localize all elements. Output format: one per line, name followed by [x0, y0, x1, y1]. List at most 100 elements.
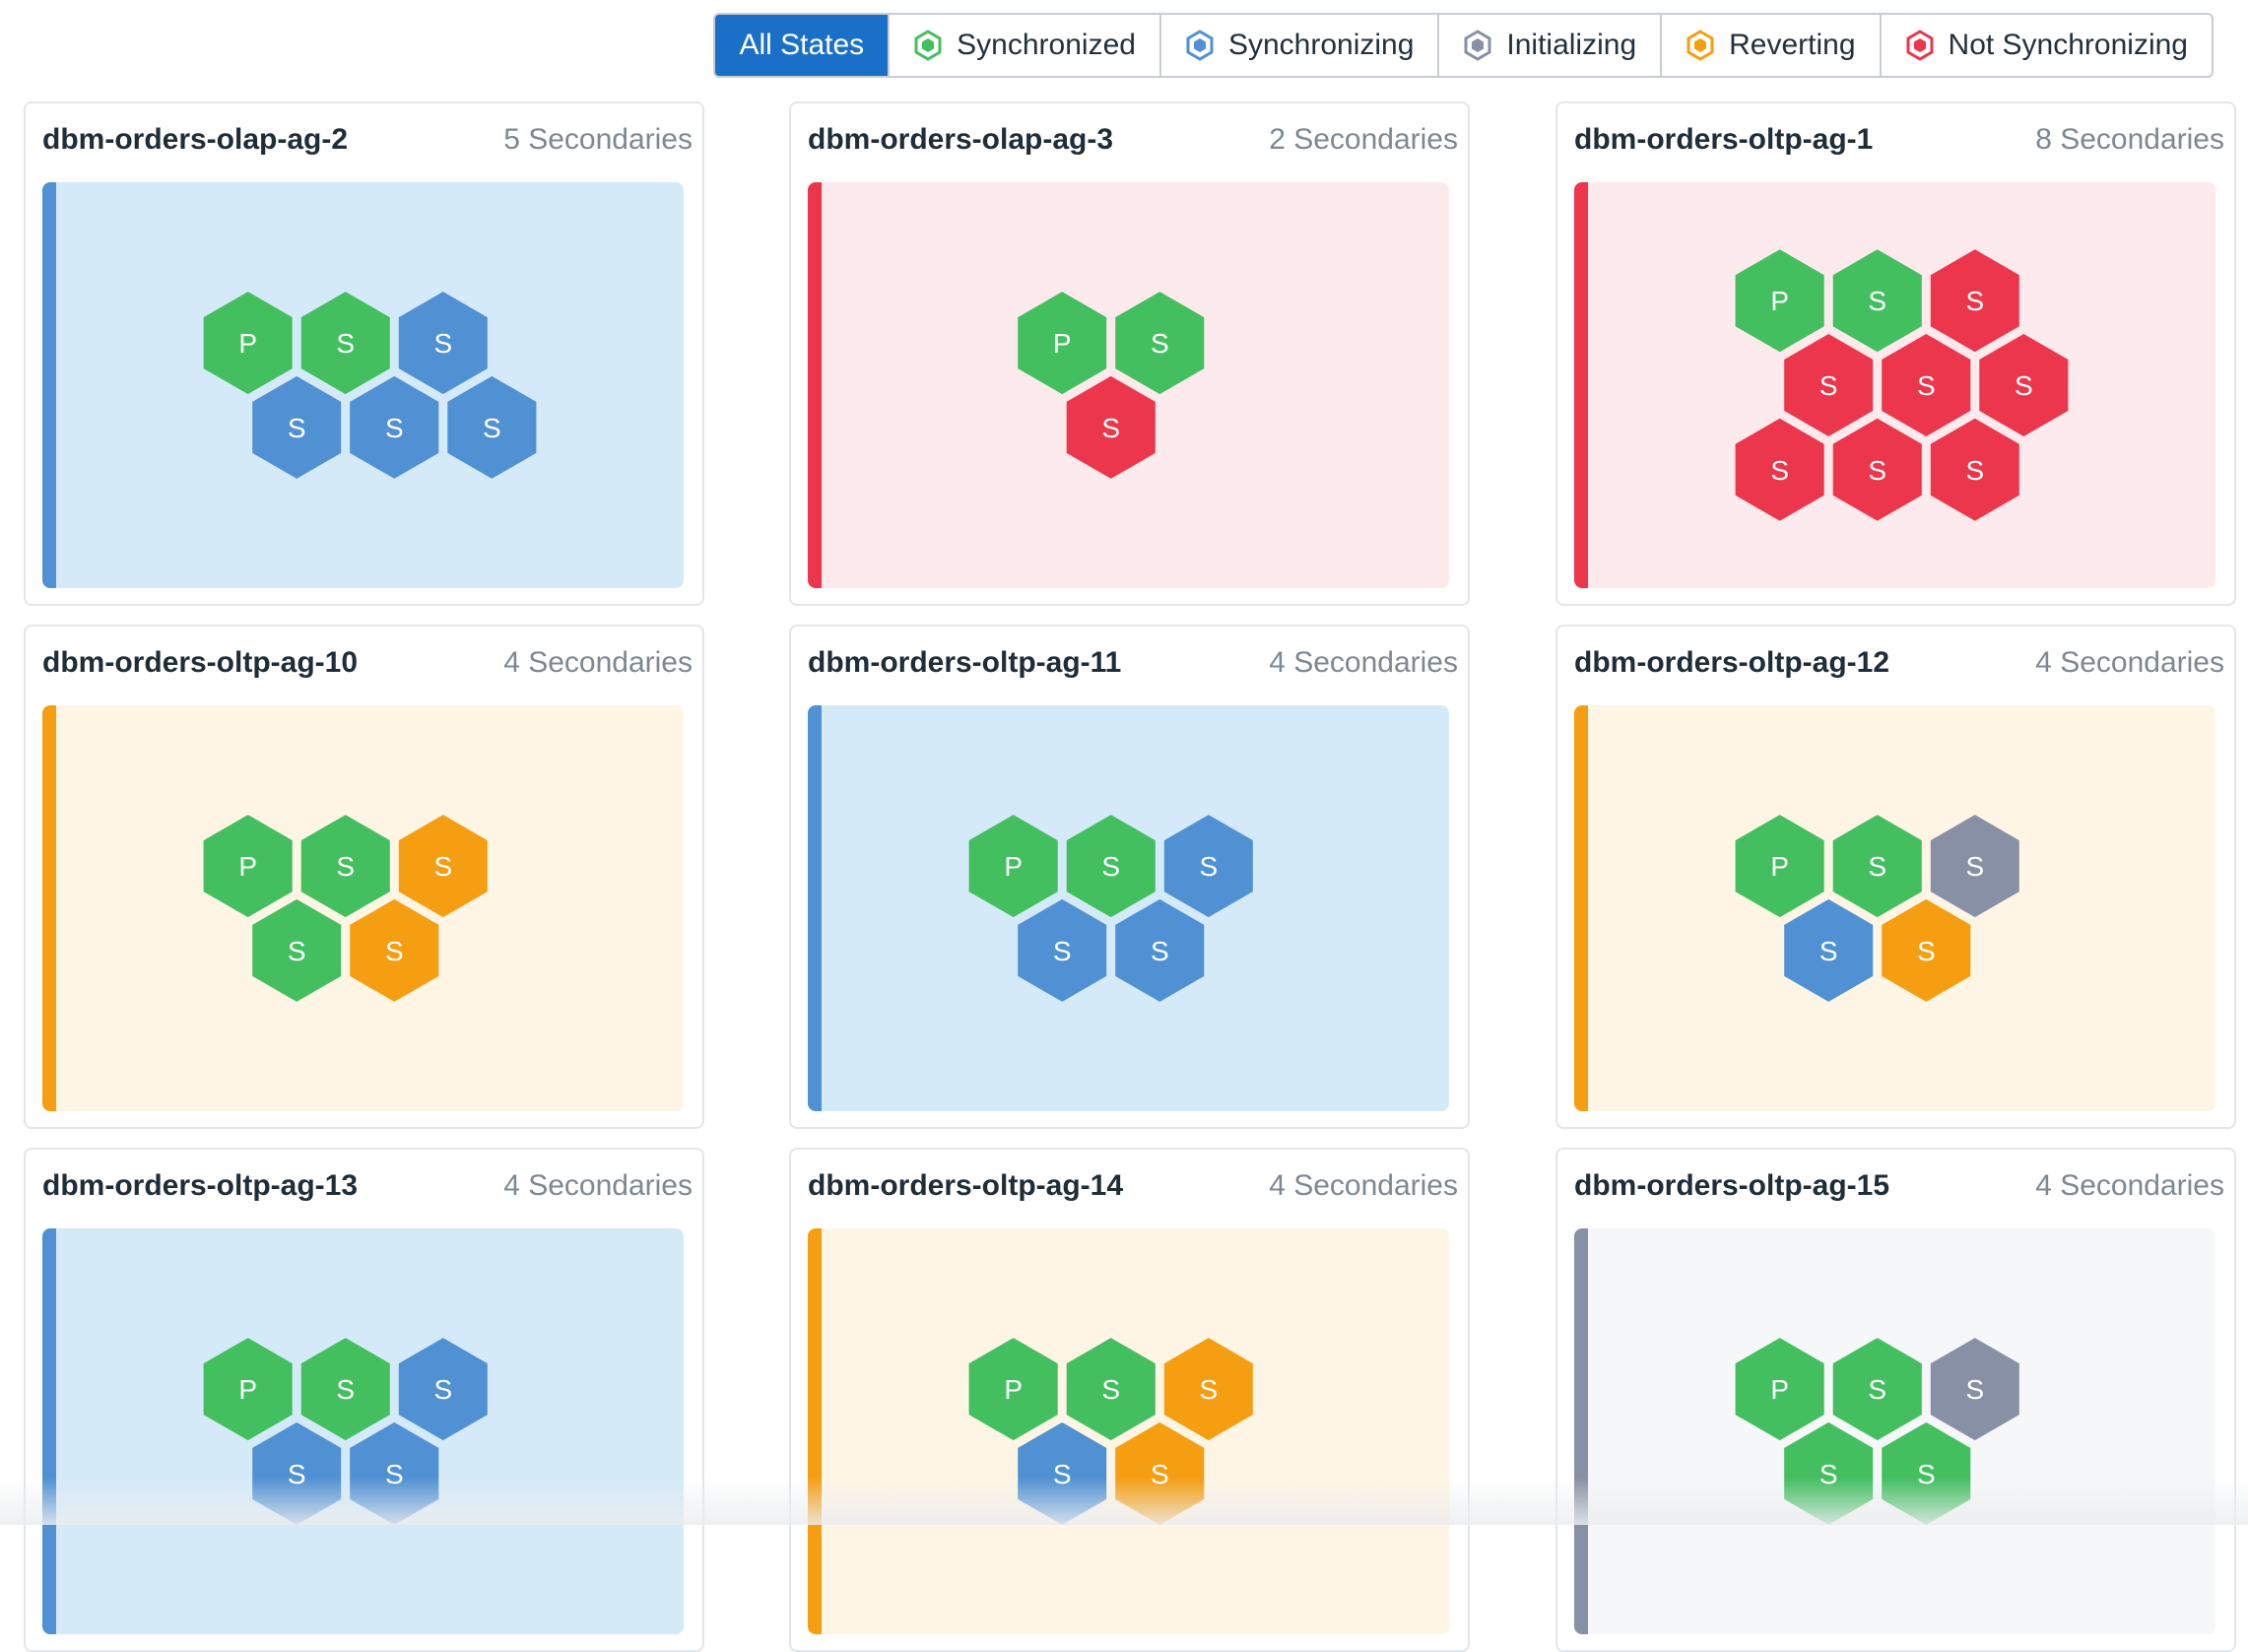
- primary-replica-hex[interactable]: P: [203, 1338, 293, 1441]
- secondary-replica-hex[interactable]: S: [1930, 1338, 2019, 1441]
- replica-role-label: S: [1965, 851, 1984, 882]
- group-name[interactable]: dbm-orders-olap-ag-2: [42, 123, 349, 156]
- secondary-replica-hex[interactable]: S: [1832, 815, 1922, 918]
- secondary-replica-hex[interactable]: S: [300, 815, 390, 918]
- replica-role-label: S: [433, 1374, 452, 1405]
- group-name[interactable]: dbm-orders-oltp-ag-15: [1574, 1169, 1890, 1202]
- replica-role-label: S: [1053, 936, 1072, 966]
- availability-group-card[interactable]: dbm-orders-oltp-ag-15 4 Secondaries P S S S S: [1555, 1148, 2236, 1652]
- replica-hex-panel[interactable]: P S S S S: [42, 1228, 684, 1634]
- replica-hex-panel[interactable]: P S S S S: [1574, 1228, 2215, 1634]
- secondary-replica-hex[interactable]: S: [1832, 249, 1922, 353]
- group-name[interactable]: dbm-orders-oltp-ag-1: [1574, 123, 1874, 156]
- secondary-replica-hex[interactable]: S: [398, 1338, 488, 1441]
- group-name[interactable]: dbm-orders-oltp-ag-13: [42, 1169, 359, 1202]
- secondary-replica-hex[interactable]: S: [1979, 334, 2069, 436]
- replica-role-label: S: [1053, 1459, 1072, 1489]
- replica-hex-panel[interactable]: P S S S S: [808, 705, 1449, 1111]
- primary-replica-hex[interactable]: P: [1735, 1338, 1824, 1441]
- secondary-replica-hex[interactable]: S: [350, 1421, 439, 1525]
- replica-hex-panel[interactable]: P S S: [808, 182, 1449, 588]
- secondary-replica-hex[interactable]: S: [1930, 418, 2019, 521]
- secondary-replica-hex[interactable]: S: [300, 1338, 390, 1441]
- availability-group-card[interactable]: dbm-orders-oltp-ag-1 8 Secondaries P S S S S S S…: [1555, 101, 2236, 606]
- availability-group-card[interactable]: dbm-orders-oltp-ag-14 4 Secondaries P S S S S: [789, 1148, 1470, 1652]
- replica-role-label: S: [288, 413, 306, 443]
- replica-role-label: P: [1770, 851, 1789, 882]
- replica-hex-panel[interactable]: P S S S S: [42, 705, 684, 1111]
- replica-role-label: P: [1053, 328, 1072, 359]
- secondary-replica-hex[interactable]: S: [1163, 815, 1253, 918]
- hexagon-icon: [398, 815, 488, 918]
- group-name[interactable]: dbm-orders-olap-ag-3: [808, 123, 1114, 156]
- availability-group-card[interactable]: dbm-orders-oltp-ag-11 4 Secondaries P S S S S: [789, 625, 1470, 1129]
- secondary-replica-hex[interactable]: S: [447, 375, 537, 479]
- secondary-replica-hex[interactable]: S: [1832, 418, 1922, 521]
- secondary-replica-hex[interactable]: S: [1784, 898, 1874, 1002]
- replica-role-label: S: [336, 328, 355, 359]
- replica-role-label: S: [1151, 936, 1169, 966]
- secondaries-count: 5 Secondaries: [503, 123, 693, 156]
- group-name[interactable]: dbm-orders-oltp-ag-12: [1574, 646, 1890, 679]
- secondary-replica-hex[interactable]: S: [252, 898, 342, 1002]
- secondary-replica-hex[interactable]: S: [350, 375, 439, 479]
- availability-group-card[interactable]: dbm-orders-olap-ag-3 2 Secondaries P S S: [789, 101, 1470, 606]
- primary-replica-hex[interactable]: P: [968, 1338, 1058, 1441]
- status-stripe: [1574, 705, 1588, 1111]
- replica-hex-panel[interactable]: P S S S S: [1574, 705, 2215, 1111]
- availability-group-card[interactable]: dbm-orders-oltp-ag-13 4 Secondaries P S S S S: [24, 1148, 704, 1652]
- group-name[interactable]: dbm-orders-oltp-ag-14: [808, 1169, 1124, 1202]
- secondary-replica-hex[interactable]: S: [398, 292, 488, 395]
- replica-role-label: P: [1004, 851, 1023, 882]
- availability-group-card[interactable]: dbm-orders-oltp-ag-12 4 Secondaries P S S S S: [1555, 625, 2236, 1129]
- secondary-replica-hex[interactable]: S: [1066, 815, 1156, 918]
- hexagon-icon: [252, 375, 342, 479]
- secondary-replica-hex[interactable]: S: [1018, 898, 1107, 1002]
- primary-replica-hex[interactable]: P: [203, 292, 293, 395]
- secondary-replica-hex[interactable]: S: [1735, 418, 1824, 521]
- secondary-replica-hex[interactable]: S: [1784, 334, 1874, 436]
- secondary-replica-hex[interactable]: S: [1930, 815, 2019, 918]
- secondary-replica-hex[interactable]: S: [1882, 1421, 1971, 1525]
- secondaries-count: 8 Secondaries: [2035, 123, 2224, 156]
- primary-replica-hex[interactable]: P: [1735, 815, 1824, 918]
- replica-hex-panel[interactable]: P S S S S S: [42, 182, 684, 588]
- filter-all-states-button[interactable]: All States: [715, 15, 889, 76]
- hexagon-icon: [1115, 898, 1205, 1002]
- primary-replica-hex[interactable]: P: [203, 815, 293, 918]
- replica-hex-panel[interactable]: P S S S S S S S S: [1574, 182, 2215, 588]
- secondary-replica-hex[interactable]: S: [1066, 375, 1156, 479]
- availability-group-card[interactable]: dbm-orders-olap-ag-2 5 Secondaries P S S S S S: [24, 101, 704, 606]
- secondary-replica-hex[interactable]: S: [1115, 292, 1205, 395]
- filter-synchronized-button[interactable]: Synchronized: [888, 15, 1159, 76]
- filter-synchronizing-button[interactable]: Synchronizing: [1158, 15, 1437, 76]
- secondary-replica-hex[interactable]: S: [350, 898, 439, 1002]
- secondary-replica-hex[interactable]: S: [1018, 1421, 1107, 1525]
- secondary-replica-hex[interactable]: S: [1163, 1338, 1253, 1441]
- availability-group-card[interactable]: dbm-orders-oltp-ag-10 4 Secondaries P S S S S: [24, 625, 704, 1129]
- primary-replica-hex[interactable]: P: [1735, 249, 1824, 353]
- secondary-replica-hex[interactable]: S: [1115, 1421, 1205, 1525]
- secondary-replica-hex[interactable]: S: [300, 292, 390, 395]
- gray-hexagon-icon: [1464, 30, 1491, 61]
- hexagon-icon: [968, 1338, 1058, 1441]
- secondary-replica-hex[interactable]: S: [1784, 1421, 1874, 1525]
- secondary-replica-hex[interactable]: S: [252, 375, 342, 479]
- primary-replica-hex[interactable]: P: [1018, 292, 1107, 395]
- replica-hex-panel[interactable]: P S S S S: [808, 1228, 1449, 1634]
- secondary-replica-hex[interactable]: S: [1882, 898, 1971, 1002]
- secondary-replica-hex[interactable]: S: [1066, 1338, 1156, 1441]
- secondary-replica-hex[interactable]: S: [1930, 249, 2019, 353]
- secondary-replica-hex[interactable]: S: [252, 1421, 342, 1525]
- secondary-replica-hex[interactable]: S: [398, 815, 488, 918]
- filter-not-synchronizing-button[interactable]: Not Synchronizing: [1879, 15, 2212, 76]
- secondary-replica-hex[interactable]: S: [1832, 1338, 1922, 1441]
- secondary-replica-hex[interactable]: S: [1882, 334, 1971, 436]
- secondary-replica-hex[interactable]: S: [1115, 898, 1205, 1002]
- group-name[interactable]: dbm-orders-oltp-ag-10: [42, 646, 359, 679]
- filter-initializing-button[interactable]: Initializing: [1437, 15, 1660, 76]
- primary-replica-hex[interactable]: P: [968, 815, 1058, 918]
- filter-reverting-button[interactable]: Reverting: [1660, 15, 1879, 76]
- group-name[interactable]: dbm-orders-oltp-ag-11: [808, 646, 1122, 679]
- secondaries-count: 4 Secondaries: [1269, 646, 1458, 679]
